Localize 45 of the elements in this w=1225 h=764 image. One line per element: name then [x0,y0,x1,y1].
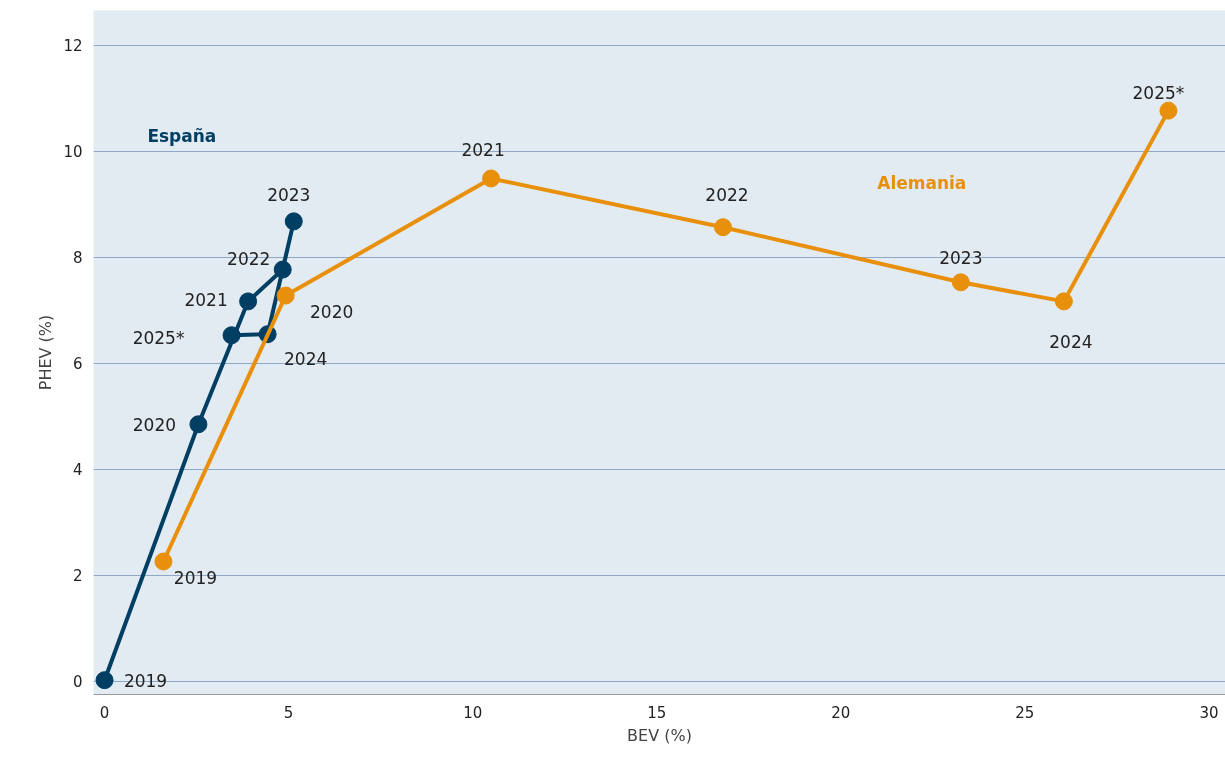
y-tick-label: 12 [63,37,83,56]
x-tick-label: 0 [99,703,110,722]
text: Alemania [877,173,967,194]
point [1054,292,1073,311]
annotation: 2019 [173,568,218,589]
x-axis-title: BEV (%) [627,725,692,745]
point [482,169,501,188]
x-tick-label: 30 [1199,703,1219,722]
point [222,326,241,345]
annotation: 2023 [939,247,983,268]
y-axis-title: PHEV (%) [36,314,56,391]
point [276,286,295,305]
x-tick-label: 20 [831,703,851,722]
annotation: 2023 [267,184,311,205]
y-tick-label: 10 [63,143,83,162]
annotation: 2022 [705,184,749,205]
point [154,552,173,571]
x-tick-label: 5 [283,703,294,722]
annotation: 2021 [461,139,505,160]
y-tick-label: 4 [72,461,83,480]
annotation: 2025* [132,328,185,349]
y-tick-label: 6 [72,355,83,374]
point [189,415,208,434]
point [1159,101,1178,120]
annotation: 2024 [283,348,328,369]
point [284,212,303,231]
annotation: 2024 [1049,331,1093,352]
annotation: 2022 [227,249,271,270]
annotation: 2019 [123,670,168,691]
y-tick-label: 8 [72,249,83,268]
point [239,292,258,311]
annotation: 2020 [310,302,354,323]
point [714,218,732,237]
point [951,273,970,292]
point [273,260,292,279]
annotation: 2021 [184,289,228,310]
point [95,671,114,690]
x-tick-label: 15 [647,703,667,722]
annotation: 2020 [132,414,177,435]
y-tick-label: 0 [72,673,83,692]
x-tick-label: 10 [463,703,483,722]
text: España [147,125,217,146]
annotation: 2025* [1132,82,1185,103]
x-tick-label: 25 [1015,703,1035,722]
y-tick-label: 2 [72,567,83,586]
